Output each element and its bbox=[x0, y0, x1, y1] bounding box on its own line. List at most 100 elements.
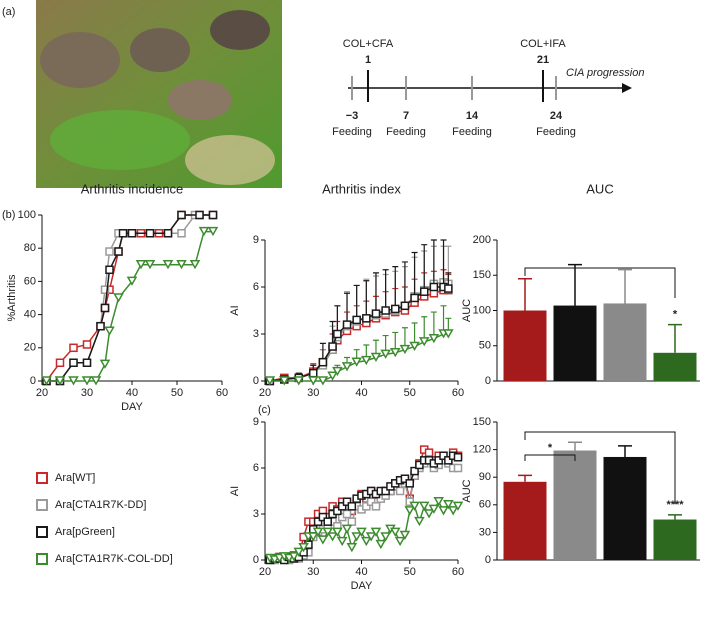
marker bbox=[82, 358, 92, 367]
marker bbox=[162, 260, 174, 270]
y-tick-label: 150 bbox=[473, 269, 491, 281]
marker bbox=[391, 304, 400, 314]
marker bbox=[104, 326, 115, 336]
marker bbox=[423, 509, 435, 519]
marker bbox=[328, 342, 337, 351]
x-tick-label: 60 bbox=[452, 566, 464, 578]
marker bbox=[351, 357, 362, 367]
x-tick-label: 50 bbox=[404, 566, 416, 578]
panel-label: (b) bbox=[2, 209, 15, 221]
marker bbox=[362, 314, 371, 323]
x-tick-label: 50 bbox=[404, 387, 416, 399]
marker bbox=[145, 229, 155, 238]
error-bar bbox=[363, 280, 370, 319]
x-tick-label: 20 bbox=[259, 387, 271, 399]
marker bbox=[99, 359, 111, 369]
series-line bbox=[269, 289, 449, 382]
panel-label: (c) bbox=[258, 404, 271, 416]
y-axis-label: %Arthritis bbox=[6, 274, 18, 322]
marker bbox=[381, 306, 390, 315]
legend-marker bbox=[36, 526, 48, 538]
marker bbox=[307, 376, 319, 386]
marker bbox=[399, 530, 411, 540]
marker bbox=[352, 315, 361, 325]
marker bbox=[424, 448, 434, 457]
marker bbox=[370, 527, 382, 537]
marker bbox=[370, 352, 382, 363]
marker bbox=[365, 532, 377, 542]
marker bbox=[105, 247, 114, 256]
marker bbox=[313, 517, 323, 526]
marker bbox=[195, 210, 204, 220]
series-line bbox=[46, 230, 213, 382]
error-bar bbox=[568, 263, 582, 306]
significance-label: * bbox=[673, 309, 678, 321]
legend-marker bbox=[36, 499, 48, 511]
y-tick-label: 60 bbox=[24, 275, 36, 287]
marker bbox=[434, 456, 443, 465]
bar bbox=[553, 450, 597, 560]
marker bbox=[100, 285, 110, 294]
y-tick-label: 0 bbox=[253, 375, 259, 387]
chart-title: Arthritis index bbox=[322, 181, 401, 196]
x-tick-label: 60 bbox=[452, 387, 464, 399]
bar bbox=[603, 456, 647, 560]
marker bbox=[113, 293, 124, 303]
error-bar bbox=[353, 284, 360, 320]
y-axis-label: AI bbox=[229, 305, 241, 315]
y-tick-label: 60 bbox=[479, 499, 491, 511]
marker bbox=[322, 527, 334, 537]
error-bar bbox=[518, 474, 532, 482]
feeding-day: 14 bbox=[466, 110, 479, 122]
marker bbox=[418, 501, 430, 511]
series-line bbox=[46, 214, 213, 382]
marker bbox=[198, 226, 210, 237]
marker bbox=[82, 340, 92, 349]
marker bbox=[208, 210, 218, 220]
marker bbox=[341, 524, 353, 534]
marker bbox=[68, 376, 79, 386]
marker bbox=[394, 536, 406, 547]
marker bbox=[55, 358, 65, 367]
marker bbox=[114, 247, 123, 256]
marker bbox=[337, 502, 347, 511]
y-tick-label: 3 bbox=[253, 328, 259, 340]
legend-label: Ara[pGreen] bbox=[55, 526, 115, 538]
marker bbox=[395, 486, 405, 496]
y-axis-label: AUC bbox=[461, 479, 473, 502]
marker bbox=[342, 320, 352, 329]
significance-bracket bbox=[524, 267, 676, 298]
marker bbox=[347, 502, 357, 511]
marker bbox=[371, 502, 381, 511]
error-bar bbox=[421, 244, 428, 292]
marker bbox=[444, 456, 453, 465]
marker bbox=[361, 536, 372, 547]
marker bbox=[96, 321, 105, 331]
error-bar bbox=[401, 261, 408, 306]
y-tick-label: 0 bbox=[30, 375, 36, 387]
marker bbox=[400, 474, 410, 483]
panel-label: (a) bbox=[2, 6, 15, 18]
feeding-label: Feeding bbox=[386, 126, 426, 138]
marker bbox=[361, 355, 372, 366]
marker bbox=[264, 376, 276, 386]
error-bar bbox=[518, 278, 532, 311]
marker bbox=[336, 536, 348, 547]
marker bbox=[333, 329, 342, 339]
event-label: COL+CFA bbox=[343, 38, 394, 50]
marker bbox=[176, 260, 187, 270]
series-line bbox=[269, 286, 449, 382]
feeding-day: −3 bbox=[346, 110, 359, 122]
y-tick-label: 100 bbox=[18, 209, 36, 221]
marker bbox=[356, 527, 367, 537]
marker bbox=[443, 329, 454, 339]
feeding-day: 24 bbox=[550, 110, 563, 122]
marker bbox=[41, 376, 52, 386]
x-tick-label: 30 bbox=[307, 566, 319, 578]
marker bbox=[444, 284, 453, 293]
marker bbox=[293, 376, 305, 386]
y-tick-label: 0 bbox=[485, 554, 491, 566]
marker bbox=[439, 451, 448, 460]
arrow-label: CIA progression bbox=[566, 67, 644, 79]
marker bbox=[189, 260, 201, 270]
